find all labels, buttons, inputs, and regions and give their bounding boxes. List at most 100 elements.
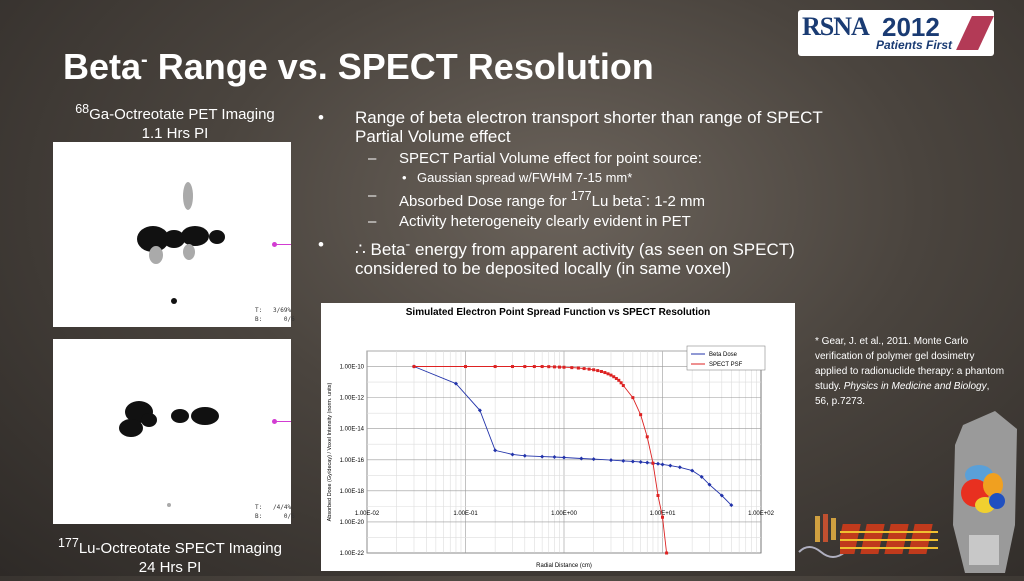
y-tick-label: 1.00E-18	[340, 489, 365, 495]
sub-bullet-item: – Activity heterogeneity clearly evident…	[318, 212, 838, 232]
data-point	[603, 371, 607, 375]
pet-kidney	[183, 244, 195, 260]
title-main: Beta	[63, 46, 142, 87]
spect-caption-line2: 24 Hrs PI	[138, 559, 202, 576]
spect-window-readout: T: /4/4% B: 0/6	[255, 504, 295, 520]
bullet-text: Range of beta electron transport shorter…	[355, 108, 823, 146]
logo-year: 2012	[882, 12, 940, 42]
x-tick-label: 1.00E+01	[650, 511, 677, 517]
data-point	[552, 365, 556, 369]
spect-caption: 177Lu-Octreotate SPECT Imaging 24 Hrs PI	[40, 534, 300, 577]
dose-range-beta-sign: -	[641, 189, 646, 203]
dose-range-prefix: Absorbed Dose range for	[399, 193, 571, 210]
data-point	[719, 493, 724, 498]
pet-pointer-icon	[272, 242, 291, 247]
phantom-3d-render	[945, 405, 1024, 576]
data-point	[609, 373, 613, 377]
data-point	[579, 456, 584, 461]
sub-bullet-item: – Absorbed Dose range for 177Lu beta-: 1…	[318, 186, 838, 212]
data-point	[729, 503, 734, 508]
data-point	[677, 465, 682, 470]
data-point	[606, 372, 610, 376]
data-point	[576, 366, 580, 370]
conclusion-prefix: ∴ Beta	[355, 239, 406, 259]
data-point	[510, 452, 515, 457]
series-line-0	[413, 366, 732, 506]
pet-faint-spot	[183, 182, 193, 210]
data-point	[587, 367, 591, 371]
y-axis-label: Absorbed Dose (Gy/decay) / Voxel Intensi…	[327, 382, 333, 521]
data-point	[562, 365, 566, 369]
psf-chart-svg: Simulated Electron Point Spread Function…	[327, 307, 775, 569]
data-point	[639, 413, 643, 417]
spect-image: T: /4/4% B: 0/6	[53, 339, 295, 524]
spect-uptake-spot	[171, 409, 189, 423]
data-point	[510, 365, 514, 369]
spect-spleen-uptake	[191, 407, 219, 425]
bullet-text: ∴ Beta- energy from apparent activity (a…	[355, 236, 795, 278]
data-point	[608, 458, 613, 463]
bullet-item: • ∴ Beta- energy from apparent activity …	[318, 235, 838, 278]
conclusion-text: energy from apparent activity (as seen o…	[355, 239, 795, 278]
brand-mark-logo	[836, 518, 940, 562]
data-point	[522, 453, 527, 458]
x-tick-label: 1.00E-02	[355, 511, 380, 517]
spect-pointer-icon	[272, 419, 291, 424]
bullet-item: • Range of beta electron transport short…	[318, 108, 838, 146]
x-tick-label: 1.00E+02	[748, 511, 775, 517]
pet-isotope-mass: 68	[75, 102, 90, 116]
data-point	[656, 494, 660, 498]
data-point	[599, 369, 603, 373]
chart-title: Simulated Electron Point Spread Function…	[406, 307, 710, 318]
spect-uptake-spot	[141, 413, 157, 427]
y-tick-label: 1.00E-12	[340, 396, 365, 402]
data-point	[655, 461, 660, 466]
data-point	[477, 408, 482, 413]
dose-range-isotope: Lu beta	[591, 193, 642, 210]
data-point	[699, 474, 704, 479]
spect-faint-spot	[167, 503, 171, 507]
dash-icon: –	[368, 150, 377, 167]
pet-caption-line1: Ga-Octreotate PET Imaging	[89, 106, 275, 123]
data-point	[582, 367, 586, 371]
reference-journal: Physics in Medicine and Biology	[843, 381, 987, 392]
pet-spleen-uptake	[181, 226, 209, 246]
sub-sub-bullet-text: Gaussian spread w/FWHM 7-15 mm*	[417, 170, 633, 185]
pet-uptake-spot	[209, 230, 225, 244]
data-point	[668, 463, 673, 468]
spect-liver-uptake	[119, 419, 143, 437]
x-tick-label: 1.00E+00	[551, 511, 578, 517]
data-point	[547, 365, 551, 369]
data-point	[540, 454, 545, 459]
sub-bullet-text: Activity heterogeneity clearly evident i…	[399, 213, 691, 230]
dose-range-value: : 1-2 mm	[645, 193, 706, 210]
data-point	[631, 396, 635, 400]
data-point	[464, 365, 467, 369]
data-point	[523, 365, 527, 369]
y-tick-label: 1.00E-22	[340, 551, 365, 557]
bullet-icon: •	[318, 235, 324, 254]
pet-bladder-spot	[171, 298, 177, 304]
pet-caption-line2: 1.1 Hrs PI	[141, 125, 209, 142]
data-point	[619, 381, 623, 385]
y-tick-label: 1.00E-14	[340, 427, 365, 433]
data-point	[630, 459, 635, 464]
pet-liver-uptake	[163, 230, 185, 248]
reference-text: * Gear, J. et al., 2011. Monte Carlo ver…	[815, 336, 1005, 392]
x-tick-label: 1.00E-01	[453, 511, 478, 517]
data-point	[532, 365, 536, 369]
lab-logo	[795, 512, 851, 562]
spect-isotope-mass: 177	[57, 536, 79, 550]
logo-stripe-icon	[956, 16, 994, 50]
sub-bullet-text: SPECT Partial Volume effect for point so…	[399, 150, 702, 167]
title-superscript: -	[141, 49, 148, 71]
reference-tail: , 56, p.7273.	[815, 381, 990, 407]
slide-title: Beta- Range vs. SPECT Resolution	[63, 46, 654, 88]
data-point	[665, 551, 669, 555]
pet-caption: 68Ga-Octreotate PET Imaging 1.1 Hrs PI	[50, 100, 300, 143]
data-point	[592, 368, 596, 372]
title-rest: Range vs. SPECT Resolution	[147, 46, 654, 87]
sub-sub-bullet-item: • Gaussian spread w/FWHM 7-15 mm*	[318, 169, 838, 186]
data-point	[562, 455, 566, 460]
dash-icon: –	[368, 213, 377, 230]
